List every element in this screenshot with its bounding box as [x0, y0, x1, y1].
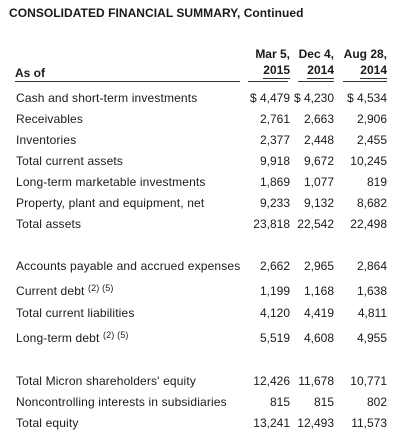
cell-value: 4,955	[356, 331, 387, 345]
table-row: Current debt (2) (5) 1,199 1,168 1,638	[0, 283, 415, 299]
cell-value: $ 4,534	[346, 91, 387, 105]
cell-value: 819	[366, 175, 387, 189]
cell-value: 2,377	[259, 133, 290, 147]
cell-value: 11,573	[351, 416, 387, 430]
row-label: Total Micron shareholders' equity	[16, 374, 196, 388]
cell-value: 1,199	[259, 284, 290, 298]
as-of-label: As of	[15, 66, 45, 80]
cell-value: 802	[366, 395, 387, 409]
row-label: Long-term debt (2) (5)	[16, 330, 129, 346]
table-row: Noncontrolling interests in subsidiaries…	[0, 394, 415, 410]
cell-value: 9,918	[259, 154, 290, 168]
column-header-line2: 2015	[263, 63, 290, 79]
cell-value: 2,761	[259, 112, 290, 126]
table-row: Total assets 23,818 22,542 22,498	[0, 216, 415, 232]
row-label: Current debt (2) (5)	[16, 283, 114, 299]
table-row: Inventories 2,377 2,448 2,455	[0, 132, 415, 148]
page-title: CONSOLIDATED FINANCIAL SUMMARY, Continue…	[9, 6, 304, 20]
cell-value: 8,682	[356, 196, 387, 210]
row-label: Total assets	[16, 217, 82, 231]
column-header-dec-2014: Dec 4, 2014	[299, 46, 334, 79]
table-row: Cash and short-term investments $ 4,479 …	[0, 90, 415, 106]
row-label: Long-term marketable investments	[16, 175, 206, 189]
cell-value: 12,426	[253, 374, 290, 388]
cell-value: 2,906	[356, 112, 387, 126]
cell-value: 11,678	[298, 374, 334, 388]
cell-value: 22,498	[350, 217, 387, 231]
cell-value: $ 4,230	[293, 91, 334, 105]
cell-value: 4,120	[259, 306, 290, 320]
row-label: Property, plant and equipment, net	[16, 196, 205, 210]
row-label: Noncontrolling interests in subsidiaries	[16, 395, 227, 409]
cell-value: 10,245	[350, 154, 387, 168]
cell-value: 4,608	[303, 331, 334, 345]
table-row: Accounts payable and accrued expenses 2,…	[0, 258, 415, 274]
cell-value: 4,419	[303, 306, 334, 320]
cell-value: 9,233	[259, 196, 290, 210]
cell-value: 2,662	[259, 259, 290, 273]
cell-value: 4,811	[357, 306, 387, 320]
column-underline	[343, 81, 387, 82]
table-row: Total equity 13,241 12,493 11,573	[0, 415, 415, 431]
row-label-text: Current debt	[16, 284, 85, 298]
cell-value: 23,818	[253, 217, 290, 231]
table-row: Property, plant and equipment, net 9,233…	[0, 195, 415, 211]
cell-value: 1,168	[303, 284, 334, 298]
cell-value: 815	[313, 395, 334, 409]
table-row: Long-term marketable investments 1,869 1…	[0, 174, 415, 190]
cell-value: 12,493	[297, 416, 334, 430]
row-label: Total current liabilities	[16, 306, 135, 320]
row-label: Total current assets	[16, 154, 124, 168]
cell-value: 9,672	[303, 154, 334, 168]
cell-value: 815	[269, 395, 290, 409]
footnote-ref: (2) (5)	[102, 330, 129, 340]
cell-value: 10,771	[350, 374, 387, 388]
table-row: Total current assets 9,918 9,672 10,245	[0, 153, 415, 169]
cell-value: 22,542	[297, 217, 334, 231]
column-underline	[248, 81, 288, 82]
cell-value: 2,864	[356, 259, 387, 273]
row-label: Total equity	[16, 416, 79, 430]
table-row: Receivables 2,761 2,663 2,906	[0, 111, 415, 127]
column-header-line1: Dec 4,	[298, 47, 334, 61]
column-header-line1: Aug 28,	[343, 47, 387, 61]
row-label: Cash and short-term investments	[16, 91, 198, 105]
table-row: Long-term debt (2) (5) 5,519 4,608 4,955	[0, 330, 415, 346]
cell-value: $ 4,479	[249, 91, 290, 105]
cell-value: 2,448	[303, 133, 334, 147]
header-underline	[15, 81, 240, 82]
table-row: Total Micron shareholders' equity 12,426…	[0, 373, 415, 389]
cell-value: 5,519	[259, 331, 290, 345]
row-label: Accounts payable and accrued expenses	[16, 259, 241, 273]
cell-value: 1,638	[356, 284, 387, 298]
cell-value: 9,132	[303, 196, 334, 210]
column-underline	[298, 81, 334, 82]
row-label-text: Long-term debt	[16, 331, 100, 345]
row-label: Receivables	[16, 112, 84, 126]
cell-value: 13,241	[253, 416, 290, 430]
column-header-line2: 2014	[360, 63, 387, 79]
cell-value: 1,077	[303, 175, 334, 189]
cell-value: 1,869	[259, 175, 290, 189]
cell-value: 2,455	[356, 133, 387, 147]
footnote-ref: (2) (5)	[88, 283, 114, 293]
cell-value: 2,965	[303, 259, 334, 273]
cell-value: 2,663	[303, 112, 334, 126]
table-row: Total current liabilities 4,120 4,419 4,…	[0, 305, 415, 321]
row-label: Inventories	[16, 133, 77, 147]
column-header-mar-2015: Mar 5, 2015	[255, 46, 290, 79]
column-header-line2: 2014	[307, 63, 334, 79]
column-header-aug-2014: Aug 28, 2014	[344, 46, 387, 79]
column-header-line1: Mar 5,	[255, 47, 290, 61]
